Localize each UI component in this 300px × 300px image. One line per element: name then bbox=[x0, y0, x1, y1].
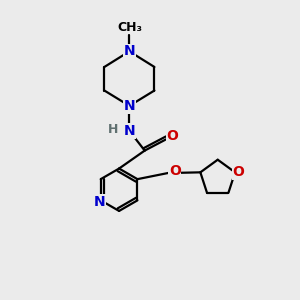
Text: N: N bbox=[124, 99, 135, 113]
Text: O: O bbox=[167, 130, 178, 143]
Text: N: N bbox=[124, 124, 135, 138]
Text: CH₃: CH₃ bbox=[117, 21, 142, 34]
Text: H: H bbox=[108, 123, 119, 136]
Text: N: N bbox=[124, 44, 135, 58]
Text: O: O bbox=[169, 164, 181, 178]
Text: O: O bbox=[233, 165, 244, 179]
Text: N: N bbox=[93, 195, 105, 209]
